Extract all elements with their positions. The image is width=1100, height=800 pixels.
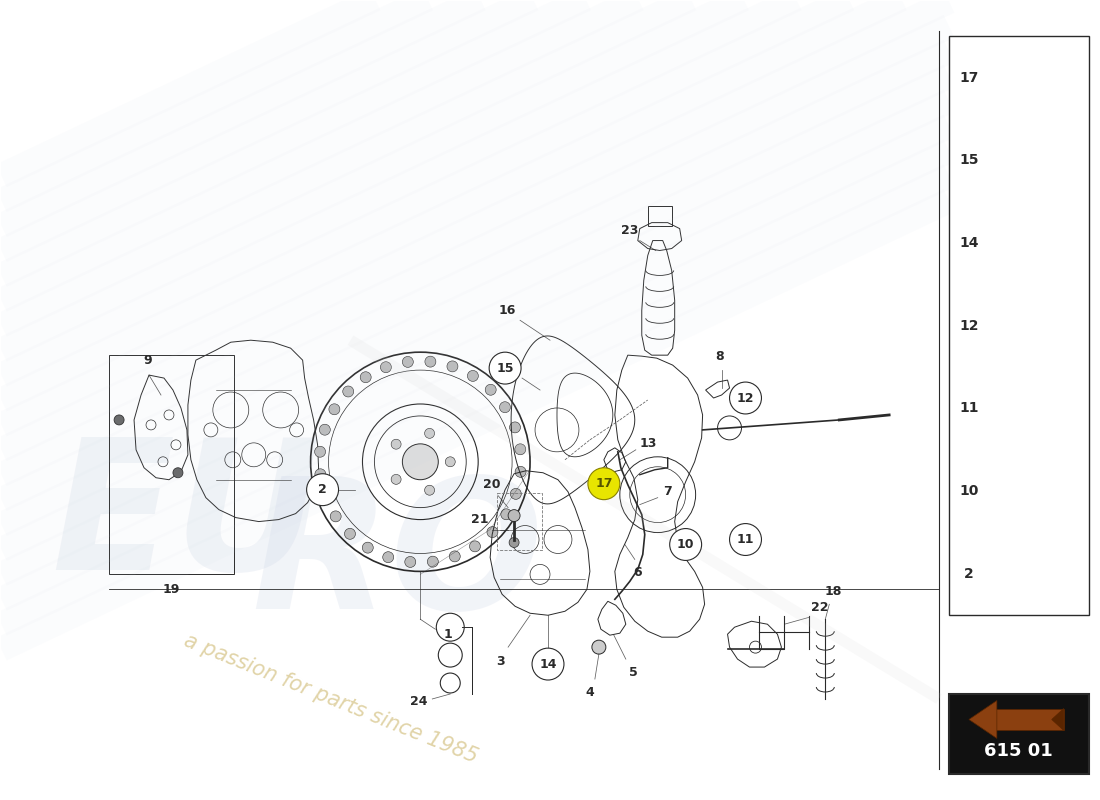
Circle shape [468,370,478,382]
Circle shape [510,488,521,499]
Text: 2: 2 [318,483,327,496]
Circle shape [425,356,436,367]
Text: EU: EU [52,431,321,607]
Text: 9: 9 [144,354,152,366]
Bar [497,493,542,550]
Text: 19: 19 [163,583,179,596]
Circle shape [329,404,340,414]
Circle shape [403,357,414,367]
Circle shape [173,468,183,478]
Circle shape [315,469,326,480]
Circle shape [499,402,510,413]
Circle shape [515,466,526,478]
Text: 14: 14 [959,236,979,250]
Circle shape [344,528,355,539]
Text: 21: 21 [472,513,488,526]
Polygon shape [969,701,997,738]
Text: 1: 1 [444,628,452,641]
Circle shape [319,424,330,435]
Text: 12: 12 [737,391,755,405]
Circle shape [330,511,341,522]
Circle shape [485,384,496,395]
Text: 15: 15 [496,362,514,374]
Circle shape [509,538,519,547]
Circle shape [392,474,402,484]
Text: 10: 10 [959,484,979,498]
Text: 7: 7 [663,485,672,498]
Text: 4: 4 [585,686,594,699]
Bar [109,355,234,574]
Text: 11: 11 [737,533,755,546]
Circle shape [1002,409,1012,418]
Circle shape [320,490,331,502]
Text: a passion for parts since 1985: a passion for parts since 1985 [180,630,481,767]
Circle shape [403,444,438,480]
Circle shape [470,541,481,552]
Circle shape [515,444,526,454]
Circle shape [360,372,371,382]
Circle shape [587,468,619,500]
Text: 3: 3 [496,654,505,667]
Circle shape [490,352,521,384]
Circle shape [383,552,394,562]
Circle shape [381,362,392,373]
Text: 18: 18 [825,585,842,598]
Circle shape [427,556,438,567]
Text: 15: 15 [959,154,979,167]
Circle shape [508,510,520,522]
Circle shape [362,542,373,553]
Text: 22: 22 [811,601,828,614]
Text: 13: 13 [639,438,657,450]
Circle shape [729,382,761,414]
Circle shape [532,648,564,680]
Text: 8: 8 [715,350,724,362]
Text: 14: 14 [539,658,557,670]
Bar [648,206,672,226]
Bar [949,36,1089,615]
Circle shape [592,640,606,654]
Circle shape [114,415,124,425]
Text: 615 01: 615 01 [984,742,1053,760]
Text: 5: 5 [629,666,638,678]
Circle shape [315,446,326,458]
Circle shape [392,439,402,449]
Text: 23: 23 [621,224,638,237]
Circle shape [447,361,458,372]
Circle shape [487,526,498,538]
Circle shape [307,474,339,506]
Polygon shape [1052,709,1064,730]
Circle shape [729,523,761,555]
Circle shape [449,551,460,562]
Circle shape [425,486,435,495]
Polygon shape [991,709,1064,730]
Text: RO: RO [251,471,543,647]
Circle shape [343,386,354,397]
Text: 20: 20 [483,478,500,491]
Text: 12: 12 [959,318,979,333]
Circle shape [446,457,455,466]
Text: 24: 24 [409,695,427,709]
Text: 17: 17 [959,70,979,85]
Text: 17: 17 [595,478,613,490]
Text: 11: 11 [959,402,979,415]
Circle shape [405,557,416,567]
Circle shape [500,509,512,520]
Circle shape [509,422,520,433]
Circle shape [1031,541,1047,557]
Circle shape [425,428,435,438]
Bar [949,694,1089,774]
Text: 6: 6 [634,566,642,579]
Text: 2: 2 [964,567,974,581]
Circle shape [670,529,702,561]
Text: 16: 16 [498,304,516,317]
Text: 10: 10 [676,538,694,551]
